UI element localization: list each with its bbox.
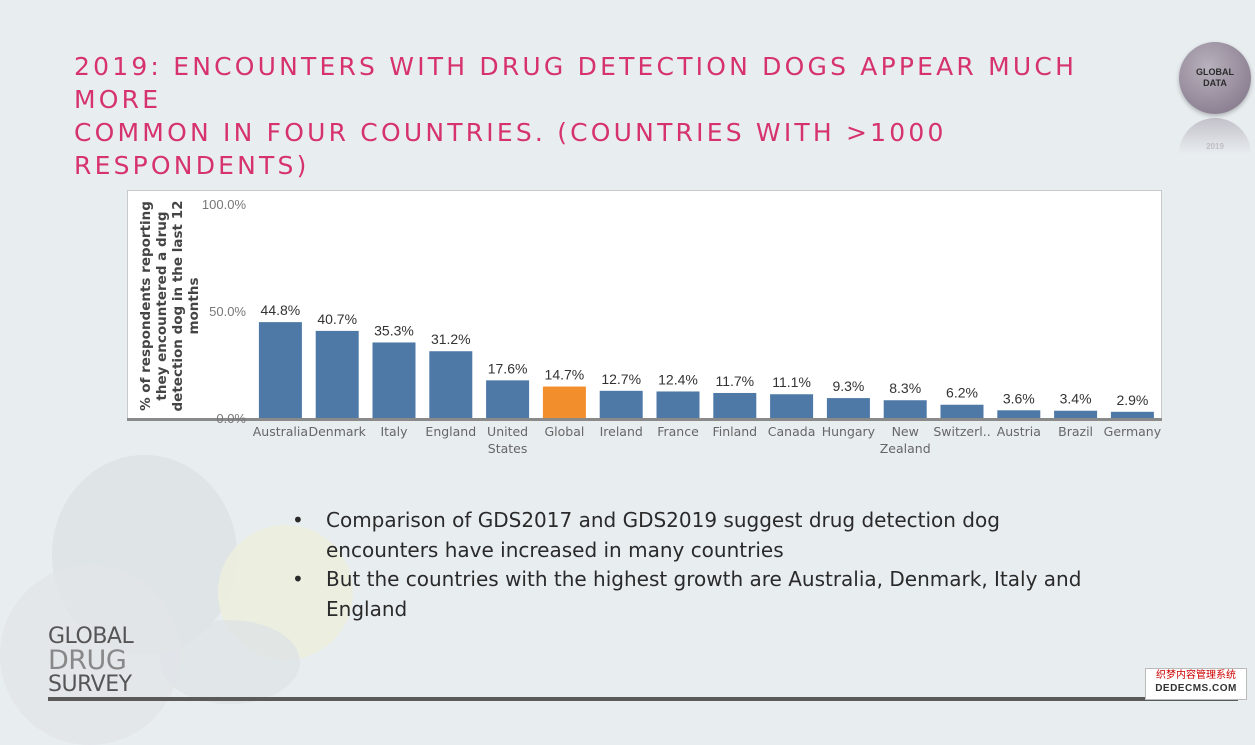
category-label: Germany (1104, 424, 1162, 439)
footer-rule (48, 697, 1238, 701)
bar-value-label: 12.7% (601, 371, 641, 387)
watermark-line-1: 织梦内容管理系统 (1156, 670, 1236, 681)
bullet-dot: • (292, 567, 304, 591)
y-tick-label: 100.0% (202, 197, 247, 212)
bar (315, 330, 359, 418)
category-label: England (425, 424, 476, 439)
global-drug-survey-logo: GLOBAL DRUG SURVEY (48, 624, 134, 697)
category-label: Canada (768, 424, 816, 439)
bar (542, 386, 586, 418)
slide-title-line-2: COMMON IN FOUR COUNTRIES. (COUNTRIES WIT… (74, 118, 947, 180)
category-label: Zealand (880, 441, 931, 456)
bar-value-label: 12.4% (658, 371, 698, 387)
global-data-badge: GLOBAL DATA (1179, 42, 1251, 114)
y-axis-title-line: detection dog in the last 12 (170, 201, 186, 412)
bullet-text-2: But the countries with the highest growt… (326, 567, 1082, 621)
bullet-dot: • (292, 508, 304, 532)
bar (372, 342, 416, 418)
bullet-item: • Comparison of GDS2017 and GDS2019 sugg… (292, 506, 1092, 565)
bar-value-label: 2.9% (1116, 392, 1148, 408)
bar-value-label: 3.6% (1003, 390, 1035, 406)
bar-value-label: 14.7% (545, 367, 585, 383)
category-label: Hungary (822, 424, 876, 439)
bar (599, 390, 643, 418)
category-label: United (487, 424, 528, 439)
category-label: Switzerl.. (933, 424, 990, 439)
bar (656, 391, 700, 418)
bar-value-label: 40.7% (317, 311, 357, 327)
bar (1054, 410, 1098, 418)
bullet-item: • But the countries with the highest gro… (292, 565, 1092, 624)
bullet-list: • Comparison of GDS2017 and GDS2019 sugg… (292, 506, 1092, 624)
bar (883, 400, 927, 418)
bar-value-label: 11.7% (715, 373, 754, 389)
bar-value-label: 3.4% (1060, 391, 1092, 407)
bar-value-label: 6.2% (946, 385, 978, 401)
bar (713, 392, 757, 418)
bar-chart: 100.0% 50.0% 0.0% % of respondents reportin… (138, 197, 1162, 456)
category-label: New (892, 424, 919, 439)
category-label: Denmark (308, 424, 366, 439)
logo-line-1: GLOBAL (48, 624, 134, 649)
category-label: Finland (712, 424, 757, 439)
logo-line-3: SURVEY (48, 672, 132, 697)
bullet-text-1: Comparison of GDS2017 and GDS2019 sugges… (326, 508, 1000, 562)
y-axis-title-line: % of respondents reporting (138, 201, 154, 411)
bar-value-label: 44.8% (261, 302, 301, 318)
bar (429, 351, 473, 418)
category-label: France (657, 424, 699, 439)
bar (258, 322, 302, 418)
bar (826, 398, 870, 418)
bar-value-label: 35.3% (374, 322, 414, 338)
category-label: States (488, 441, 528, 456)
y-tick-label: 50.0% (209, 304, 246, 319)
bar (486, 380, 530, 418)
watermark: 织梦内容管理系统 DEDECMS.COM (1145, 668, 1247, 700)
decorative-circle-small (160, 620, 300, 704)
y-axis-title-line: they encountered a drug (154, 211, 170, 400)
category-label: Australia (253, 424, 308, 439)
category-label: Global (544, 424, 584, 439)
category-label: Italy (380, 424, 408, 439)
bar-value-label: 31.2% (431, 331, 471, 347)
bar-value-label: 11.1% (772, 374, 811, 390)
slide-title: 2019: ENCOUNTERS WITH DRUG DETECTION DOG… (74, 50, 1154, 182)
bar-value-label: 9.3% (832, 378, 864, 394)
bar (997, 410, 1041, 418)
bar-value-label: 17.6% (488, 360, 528, 376)
bar (1110, 411, 1154, 418)
chart-baseline (127, 418, 1162, 421)
slide-title-line-1: 2019: ENCOUNTERS WITH DRUG DETECTION DOG… (74, 52, 1078, 114)
bar-value-label: 8.3% (889, 380, 921, 396)
y-axis-title: % of respondents reporting they encounter… (138, 201, 202, 412)
y-tick-label: 0.0% (216, 411, 246, 426)
y-axis-title-line: months (186, 277, 202, 334)
watermark-line-2: DEDECMS.COM (1155, 683, 1237, 694)
category-label: Ireland (600, 424, 643, 439)
bar (770, 394, 814, 418)
bar (940, 404, 984, 418)
category-label: Austria (997, 424, 1041, 439)
category-label: Brazil (1058, 424, 1093, 439)
logo-line-2: DRUG (48, 645, 127, 676)
